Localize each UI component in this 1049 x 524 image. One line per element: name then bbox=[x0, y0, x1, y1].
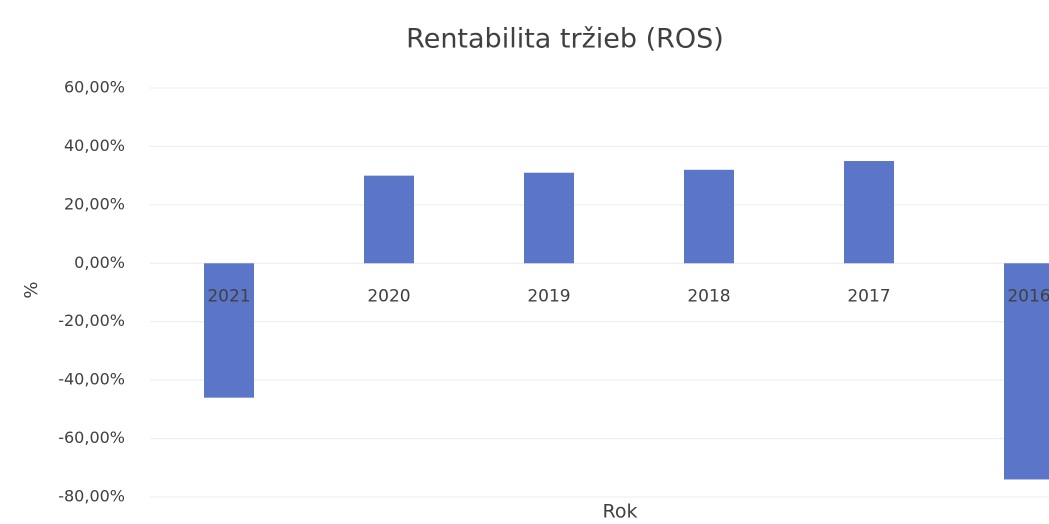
bar bbox=[1004, 263, 1049, 480]
y-tick-label: -60,00% bbox=[58, 428, 125, 447]
x-tick-label: 2016 bbox=[1007, 286, 1049, 306]
y-tick-label: 20,00% bbox=[64, 194, 125, 213]
y-tick-label: -20,00% bbox=[58, 311, 125, 330]
y-tick-label: 40,00% bbox=[64, 136, 125, 155]
x-axis-label: Rok bbox=[603, 501, 638, 523]
x-tick-label: 2021 bbox=[207, 286, 250, 306]
y-tick-label: -40,00% bbox=[58, 370, 125, 389]
x-tick-label: 2018 bbox=[687, 286, 730, 306]
bar bbox=[844, 161, 894, 264]
bar bbox=[684, 169, 734, 264]
x-tick-label: 2017 bbox=[847, 286, 890, 306]
bar bbox=[364, 175, 414, 264]
y-tick-label: -80,00% bbox=[58, 487, 125, 506]
bar bbox=[204, 263, 254, 398]
y-tick-label: 0,00% bbox=[74, 253, 125, 272]
bar bbox=[524, 172, 574, 264]
x-tick-label: 2020 bbox=[367, 286, 410, 306]
chart-title: Rentabilita tržieb (ROS) bbox=[406, 24, 724, 55]
y-axis-label: % bbox=[21, 281, 42, 298]
x-tick-label: 2019 bbox=[527, 286, 570, 306]
y-tick-label: 60,00% bbox=[64, 78, 125, 97]
